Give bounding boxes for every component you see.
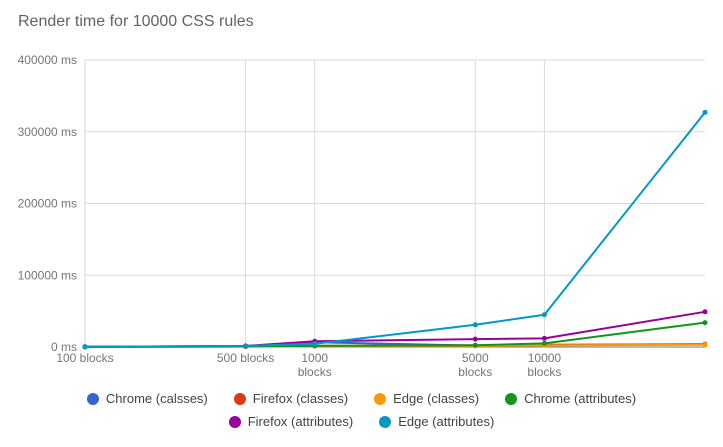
- legend-label: Edge (attributes): [398, 414, 495, 429]
- legend-item-edge-classes[interactable]: Edge (classes): [374, 390, 479, 408]
- chart-title: Render time for 10000 CSS rules: [18, 13, 254, 30]
- series-point-edge-attributes: [243, 343, 249, 349]
- series-point-edge-attributes: [82, 344, 88, 350]
- series-point-firefox-attributes: [702, 309, 708, 315]
- x-axis-tick-label: 5000: [462, 351, 489, 365]
- legend-marker-icon: [233, 393, 246, 405]
- series-point-firefox-attributes: [541, 335, 547, 341]
- series-point-firefox-attributes: [472, 336, 478, 342]
- x-axis-tick-label: 1000: [301, 351, 328, 365]
- y-axis-tick-label: 100000 ms: [18, 268, 77, 282]
- legend-marker-icon: [86, 393, 99, 405]
- legend-item-chrome-calsses[interactable]: Chrome (calsses): [86, 390, 208, 408]
- legend-item-chrome-attributes[interactable]: Chrome (attributes): [505, 390, 636, 408]
- line-chart-plot: 100 blocks 500 blocks 1000blocks5000blocks…: [18, 53, 708, 379]
- x-axis-tick-label: 100 blocks: [56, 351, 113, 365]
- legend-label: Chrome (calsses): [105, 391, 208, 406]
- legend-marker-icon: [374, 393, 387, 405]
- series-point-edge-attributes: [702, 109, 708, 115]
- y-axis-tick-label: 200000 ms: [18, 197, 77, 211]
- legend-item-firefox-classes[interactable]: Firefox (classes): [233, 390, 349, 408]
- x-axis-tick-label: 10000: [528, 351, 562, 365]
- legend-label: Firefox (classes): [252, 391, 349, 406]
- series-point-chrome-attributes: [541, 340, 547, 346]
- x-axis-tick-label: blocks: [298, 365, 332, 379]
- x-axis-tick-label: 500 blocks: [217, 351, 274, 365]
- legend-marker-icon: [379, 416, 392, 428]
- legend-item-firefox-attributes[interactable]: Firefox (attributes): [228, 413, 354, 431]
- x-axis-tick-label: blocks: [458, 365, 492, 379]
- series-line-edge-attributes: [84, 111, 706, 348]
- series-point-chrome-attributes: [472, 342, 478, 348]
- legend-label: Edge (classes): [393, 391, 480, 406]
- legend-marker-icon: [505, 393, 518, 405]
- legend-label: Firefox (attributes): [247, 414, 354, 429]
- legend-marker-icon: [228, 416, 241, 428]
- legend-item-edge-attributes[interactable]: Edge (attributes): [379, 413, 494, 431]
- y-axis-tick-label: 0 ms: [51, 340, 77, 354]
- series-point-edge-classes: [702, 342, 708, 348]
- series-line-firefox-attributes: [84, 310, 706, 348]
- series-point-chrome-attributes: [702, 320, 708, 326]
- legend-label: Chrome (attributes): [524, 391, 637, 406]
- chart-legend: Chrome (calsses) Firefox (classes) Edge (c…: [32, 390, 692, 431]
- series-point-edge-attributes: [472, 322, 478, 328]
- series-point-edge-attributes: [312, 341, 318, 347]
- series-point-edge-attributes: [541, 312, 547, 318]
- x-axis-tick-label: blocks: [527, 365, 561, 379]
- y-axis-tick-label: 400000 ms: [18, 53, 77, 67]
- y-axis-tick-label: 300000 ms: [18, 125, 77, 139]
